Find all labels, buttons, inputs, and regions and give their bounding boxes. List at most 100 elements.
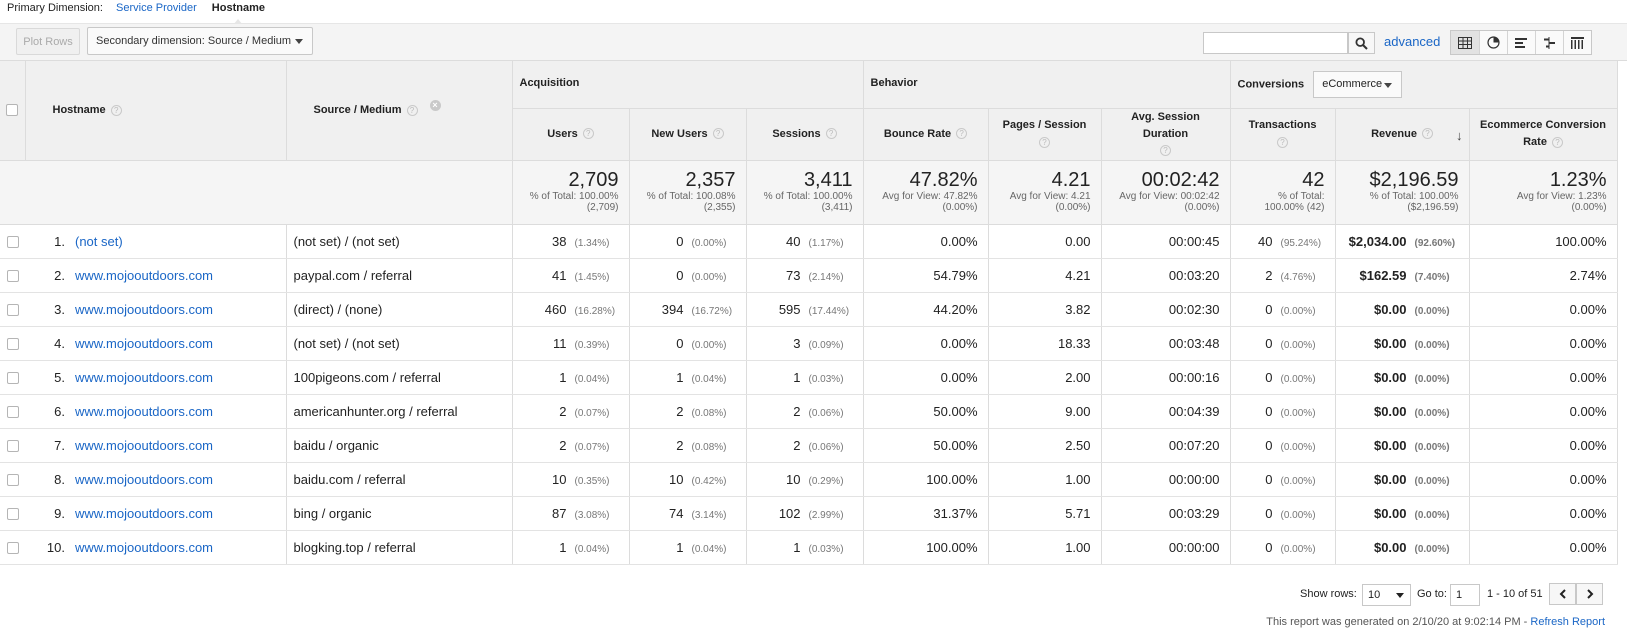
sort-descending-icon[interactable]: ↓	[1456, 127, 1463, 143]
column-header-users[interactable]: Users?	[512, 108, 630, 161]
users-value: 10	[552, 471, 567, 487]
column-header-bounce-rate[interactable]: Bounce Rate?	[863, 108, 989, 161]
primary-dimension-hostname[interactable]: Hostname	[211, 2, 265, 14]
hostname-link[interactable]: www.mojooutdoors.com	[75, 267, 213, 283]
column-header-hostname[interactable]: Hostname?	[25, 61, 287, 161]
new-users-percent: (0.08%)	[691, 441, 727, 453]
transactions-value: 40	[1258, 233, 1273, 249]
table-row: 4. www.mojooutdoors.com (not set) / (not s…	[0, 326, 1618, 361]
row-checkbox[interactable]	[6, 304, 19, 317]
transactions-percent: (0.00%)	[1280, 543, 1316, 555]
new-users-cell: 0 (0.00%)	[629, 258, 747, 293]
avg-session-duration-cell: 00:03:48	[1101, 326, 1231, 361]
help-icon[interactable]: ?	[956, 128, 968, 140]
table-row: 8. www.mojooutdoors.com baidu.com / referr…	[0, 462, 1618, 497]
pivot-icon	[1571, 36, 1584, 49]
help-icon[interactable]: ?	[1277, 136, 1289, 148]
help-icon[interactable]: ?	[1421, 128, 1433, 140]
refresh-report-link[interactable]: Refresh Report	[1530, 616, 1605, 628]
sessions-cell: 10 (0.29%)	[746, 462, 864, 497]
view-performance-button[interactable]	[1507, 31, 1535, 54]
goto-page-input[interactable]: 1	[1450, 584, 1480, 606]
revenue-cell: $162.59 (7.40%)	[1335, 258, 1470, 293]
column-header-pages-session[interactable]: Pages / Session?	[988, 108, 1102, 161]
view-comparison-button[interactable]	[1535, 31, 1563, 54]
help-icon[interactable]: ?	[1160, 145, 1172, 157]
hostname-link[interactable]: www.mojooutdoors.com	[75, 505, 213, 521]
conversions-label: Conversions	[1237, 78, 1305, 91]
revenue-value: $0.00	[1373, 369, 1407, 385]
conversions-goal-dropdown[interactable]: eCommerce	[1313, 70, 1403, 98]
search-button[interactable]	[1348, 32, 1375, 54]
previous-page-button[interactable]	[1549, 583, 1576, 605]
help-icon[interactable]: ?	[110, 104, 122, 116]
new-users-percent: (3.14%)	[691, 509, 727, 521]
table-row: 10. www.mojooutdoors.com blogking.top / re…	[0, 530, 1618, 565]
hostname-link[interactable]: www.mojooutdoors.com	[75, 335, 213, 351]
sessions-value: 1	[793, 539, 801, 555]
row-checkbox[interactable]	[6, 508, 19, 521]
revenue-percent: (92.60%)	[1414, 237, 1456, 249]
row-checkbox[interactable]	[6, 542, 19, 555]
help-icon[interactable]: ?	[1551, 136, 1563, 148]
row-checkbox[interactable]	[6, 338, 19, 351]
row-index: 10.	[46, 539, 65, 555]
row-checkbox[interactable]	[6, 406, 19, 419]
view-pivot-button[interactable]	[1563, 31, 1591, 54]
hostname-link[interactable]: www.mojooutdoors.com	[75, 301, 213, 317]
ecommerce-conversion-rate-cell: 100.00%	[1469, 224, 1618, 259]
new-users-value: 0	[676, 267, 684, 283]
transactions-value: 0	[1265, 369, 1273, 385]
row-checkbox[interactable]	[6, 474, 19, 487]
show-rows-select[interactable]: 10	[1362, 584, 1411, 606]
sessions-cell: 2 (0.06%)	[746, 394, 864, 429]
row-checkbox[interactable]	[6, 270, 19, 283]
column-header-avg-session-duration[interactable]: Avg. Session Duration?	[1101, 108, 1231, 161]
row-checkbox[interactable]	[6, 372, 19, 385]
sessions-value: 102	[778, 505, 801, 521]
users-value: 38	[552, 233, 567, 249]
row-checkbox[interactable]	[6, 440, 19, 453]
column-header-source-medium[interactable]: Source / Medium ? ×	[286, 61, 513, 161]
new-users-cell: 1 (0.04%)	[629, 530, 747, 565]
users-value: 2	[559, 403, 567, 419]
column-header-ecommerce-conversion-rate[interactable]: Ecommerce Conversion Rate?	[1469, 108, 1618, 161]
group-header-behavior: Behavior	[863, 61, 1231, 109]
view-pie-button[interactable]	[1479, 31, 1507, 54]
hostname-link[interactable]: www.mojooutdoors.com	[75, 369, 213, 385]
sessions-percent: (0.06%)	[808, 407, 844, 419]
column-label: Revenue	[1371, 127, 1417, 140]
hostname-link[interactable]: www.mojooutdoors.com	[75, 437, 213, 453]
help-icon[interactable]: ?	[825, 128, 837, 140]
column-header-sessions[interactable]: Sessions?	[746, 108, 864, 161]
primary-dimension-service-provider[interactable]: Service Provider	[116, 2, 197, 14]
remove-dimension-icon[interactable]: ×	[429, 100, 441, 112]
advanced-filter-link[interactable]: advanced	[1384, 34, 1441, 49]
view-table-button[interactable]	[1451, 31, 1479, 54]
hostname-link[interactable]: www.mojooutdoors.com	[75, 539, 213, 555]
help-icon[interactable]: ?	[582, 128, 594, 140]
column-header-new-users[interactable]: New Users?	[629, 108, 747, 161]
sessions-percent: (2.99%)	[808, 509, 844, 521]
revenue-percent: (0.00%)	[1414, 305, 1450, 317]
table-search-input[interactable]	[1203, 32, 1348, 54]
hostname-link[interactable]: (not set)	[75, 233, 123, 249]
source-medium-cell: 100pigeons.com / referral	[286, 360, 513, 395]
help-icon[interactable]: ?	[406, 104, 418, 116]
row-index: 9.	[54, 505, 65, 521]
secondary-dimension-dropdown[interactable]: Secondary dimension: Source / Medium	[87, 27, 313, 55]
plot-rows-button[interactable]: Plot Rows	[16, 28, 80, 55]
hostname-link[interactable]: www.mojooutdoors.com	[75, 403, 213, 419]
new-users-percent: (0.08%)	[691, 407, 727, 419]
column-header-revenue[interactable]: Revenue? ↓	[1335, 108, 1470, 161]
transactions-percent: (0.00%)	[1280, 339, 1316, 351]
row-checkbox[interactable]	[6, 236, 19, 249]
total-bounce-rate: 47.82% Avg for View: 47.82% (0.00%)	[863, 160, 989, 225]
help-icon[interactable]: ?	[1039, 136, 1051, 148]
hostname-link[interactable]: www.mojooutdoors.com	[75, 471, 213, 487]
select-all-checkbox[interactable]	[6, 104, 19, 117]
column-header-transactions[interactable]: Transactions?	[1230, 108, 1336, 161]
help-icon[interactable]: ?	[712, 128, 724, 140]
column-label: New Users	[651, 127, 708, 140]
next-page-button[interactable]	[1576, 583, 1603, 605]
